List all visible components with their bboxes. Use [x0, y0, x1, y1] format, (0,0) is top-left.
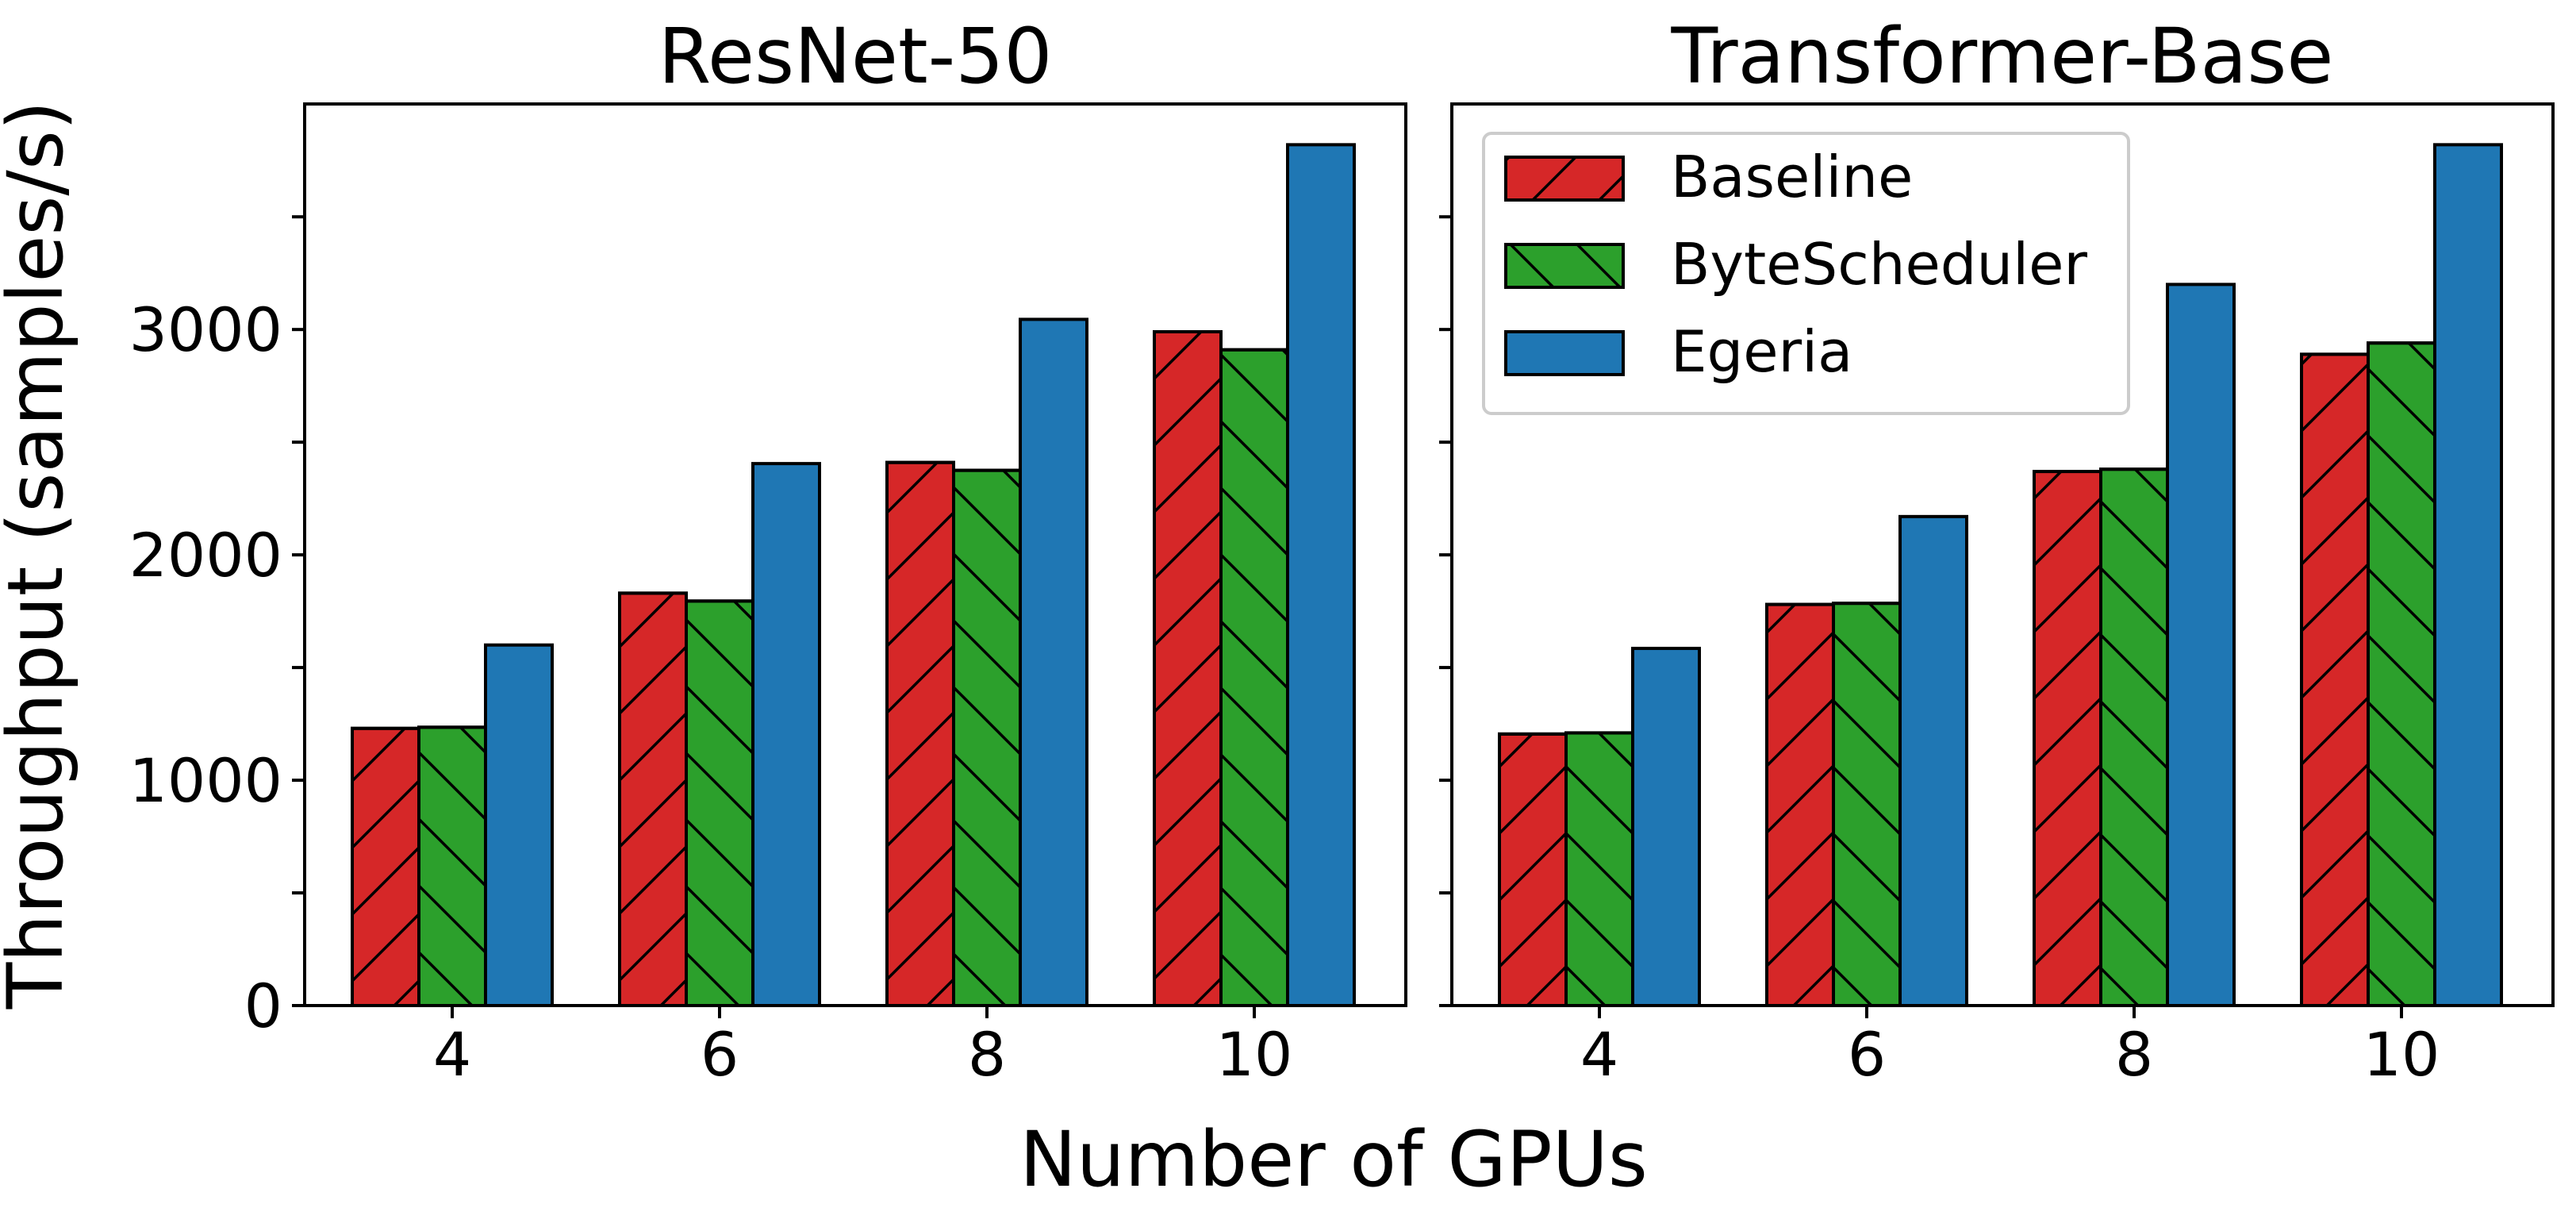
- bar-egeria-8: [2166, 283, 2236, 1007]
- bar-hatch: [1566, 733, 1633, 1006]
- x-tick-label: 4: [1580, 1019, 1618, 1090]
- bar-hatch: [352, 728, 419, 1006]
- bar-egeria-10: [1286, 143, 1356, 1007]
- bar-hatch: [2302, 354, 2368, 1006]
- y-tick-label: 1000: [129, 745, 282, 816]
- y-tick-label: 3000: [129, 294, 282, 365]
- bar-hatch: [887, 462, 954, 1006]
- bar-hatch: [419, 727, 486, 1006]
- bar-hatch: [1767, 604, 1833, 1006]
- bar-hatch: [686, 601, 753, 1006]
- x-axis: 4 6 8 10: [1580, 1006, 2440, 1090]
- legend-swatch-hatch: [1504, 156, 1625, 202]
- legend-frame: [1482, 132, 2130, 415]
- x-axis: 4 6 8 10: [433, 1006, 1293, 1090]
- panel-transformer-base: Transformer-Base 4 6 8 10: [1439, 12, 2555, 1090]
- legend: Baseline ByteScheduler Egeria: [1482, 132, 2130, 415]
- legend-swatch-hatch: [1504, 243, 1625, 289]
- plot-frame: [1450, 102, 2555, 1007]
- bar-hatch: [1833, 603, 1900, 1006]
- bar-egeria-4: [484, 643, 554, 1007]
- y-axis: [1439, 215, 1452, 1007]
- bar-hatch: [2368, 343, 2435, 1006]
- bar-egeria-6: [751, 462, 821, 1007]
- panel-title: ResNet-50: [658, 12, 1053, 101]
- legend-label: Baseline: [1671, 144, 1913, 210]
- bar-hatch: [620, 593, 686, 1006]
- legend-label: Egeria: [1671, 318, 1852, 385]
- bar-egeria-4: [1631, 646, 1701, 1007]
- y-axis: 0 1000 2000 3000: [129, 215, 305, 1041]
- bar-hatch: [954, 470, 1020, 1006]
- bar-egeria-6: [1898, 514, 1968, 1007]
- x-axis-label: Number of GPUs: [1019, 1115, 1648, 1204]
- x-tick-label: 6: [1848, 1019, 1886, 1090]
- bar-group: [351, 143, 1356, 1007]
- x-tick-label: 6: [701, 1019, 739, 1090]
- y-tick-label: 2000: [129, 520, 282, 590]
- x-tick-label: 8: [2115, 1019, 2153, 1090]
- y-axis-label: Throughput (samples/s): [0, 101, 80, 1010]
- legend-swatch-egeria: [1504, 330, 1625, 376]
- bar-group: [1498, 143, 2503, 1008]
- panel-title: Transformer-Base: [1671, 12, 2334, 101]
- x-tick-label: 10: [2363, 1019, 2440, 1090]
- x-tick-label: 10: [1216, 1019, 1293, 1090]
- bar-hatch: [1221, 349, 1288, 1006]
- plot-frame: [303, 102, 1407, 1007]
- bar-egeria-8: [1019, 317, 1088, 1007]
- bar-hatch: [1499, 733, 1566, 1006]
- bar-hatch: [2101, 469, 2167, 1006]
- legend-label: ByteScheduler: [1671, 231, 2087, 298]
- x-tick-label: 4: [433, 1019, 471, 1090]
- panel-resnet-50: ResNet-50 0 1000 2000 3000 4 6 8 10: [129, 12, 1407, 1090]
- bar-hatch: [1154, 332, 1221, 1006]
- x-tick-label: 8: [968, 1019, 1006, 1090]
- bar-hatch: [2034, 471, 2101, 1006]
- y-tick-label: 0: [244, 971, 282, 1041]
- bar-egeria-10: [2433, 143, 2503, 1007]
